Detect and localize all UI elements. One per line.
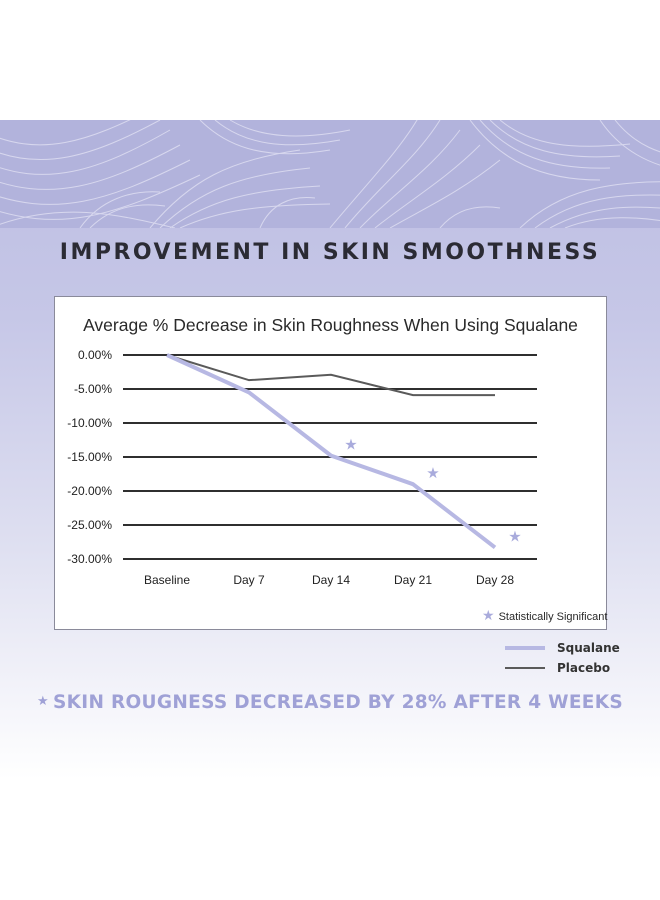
leaf-pattern [0,120,660,228]
significance-star-icon: ★ [508,527,521,545]
footnote-text: SKIN ROUGNESS DECREASED BY 28% AFTER 4 W… [53,692,623,713]
y-tick-label: -30.00% [67,552,112,566]
y-tick-label: -5.00% [74,382,112,396]
chart-legend: Squalane Placebo [505,638,620,678]
y-tick-label: -10.00% [67,416,112,430]
significance-legend: ★ Statistically Significant [482,607,607,624]
x-tick-label: Baseline [144,573,190,587]
legend-item-placebo: Placebo [505,658,620,678]
significance-star-icon: ★ [426,464,439,482]
line-chart: 0.00% -5.00% -10.00% -15.00% -20.00% -25.00% -… [67,348,537,587]
x-tick-label: Day 28 [476,573,514,587]
series-line-placebo [166,354,495,397]
star-icon: ★ [482,607,495,623]
series-line-squalane [166,353,497,550]
x-tick-label: Day 7 [233,573,265,587]
y-tick-label: 0.00% [78,348,112,362]
footnote: ★ SKIN ROUGNESS DECREASED BY 28% AFTER 4 … [0,692,660,713]
x-tick-label: Day 14 [312,573,350,587]
significance-label: Statistically Significant [498,611,608,623]
y-tick-label: -25.00% [67,518,112,532]
significance-star-icon: ★ [344,436,357,454]
y-tick-label: -15.00% [67,450,112,464]
page-headline: IMPROVEMENT IN SKIN SMOOTHNESS [59,240,601,265]
decorative-leaf-banner [0,120,660,228]
y-tick-label: -20.00% [67,484,112,498]
legend-swatch-placebo [505,667,545,669]
star-icon: ★ [37,694,49,709]
legend-item-squalane: Squalane [505,638,620,658]
legend-label-placebo: Placebo [557,661,611,675]
chart-title: Average % Decrease in Skin Roughness Whe… [83,315,578,335]
chart-panel: Average % Decrease in Skin Roughness Whe… [54,296,607,630]
legend-label-squalane: Squalane [557,641,620,655]
legend-swatch-squalane [505,646,545,650]
x-tick-label: Day 21 [394,573,432,587]
